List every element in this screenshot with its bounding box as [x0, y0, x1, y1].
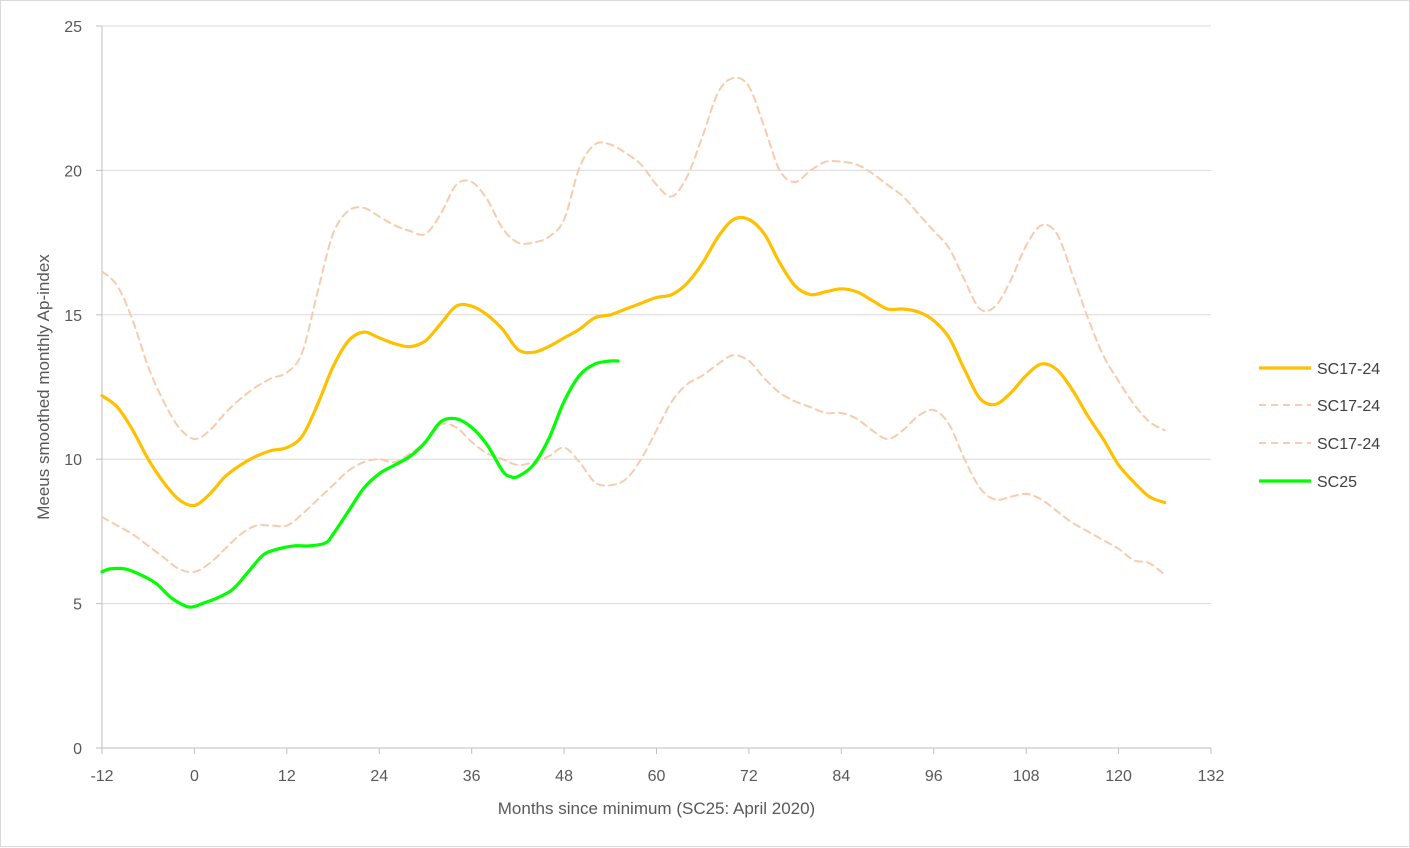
x-tick-label: 0: [190, 768, 199, 785]
x-tick-label: -12: [90, 768, 113, 785]
x-tick-label: 132: [1198, 768, 1225, 785]
y-tick-label: 25: [64, 19, 82, 36]
x-tick-label: 24: [370, 768, 388, 785]
legend-label: SC17-24: [1317, 361, 1380, 378]
axes: [96, 25, 1212, 754]
x-tick-label: 108: [1013, 768, 1040, 785]
y-tick-label: 0: [73, 741, 82, 758]
grid-lines: [102, 25, 1211, 605]
legend-label: SC17-24: [1317, 398, 1380, 415]
x-tick-label: 96: [925, 768, 943, 785]
x-tick-label: 60: [648, 768, 666, 785]
x-tick-label: 72: [740, 768, 758, 785]
series-line-sc17-24-upper: [101, 76, 1166, 441]
legend-label: SC17-24: [1317, 436, 1380, 453]
y-axis-title: Meeus smoothed monthly Ap-index: [34, 254, 53, 520]
x-tick-label: 84: [832, 768, 850, 785]
x-tick-label: 12: [278, 768, 296, 785]
series-line-sc17-24-lower: [101, 354, 1166, 576]
y-tick-label: 15: [64, 308, 82, 325]
x-tick-labels: -12 0 12 24 36 48 60 72 84 96 108 120 132: [90, 768, 1224, 785]
series-line-sc17-24-mean: [100, 215, 1167, 508]
legend: SC17-24 SC17-24 SC17-24 SC25: [1259, 361, 1380, 491]
y-tick-label: 20: [64, 163, 82, 180]
series-layer: [100, 76, 1167, 609]
legend-label: SC25: [1317, 474, 1357, 491]
x-tick-label: 120: [1105, 768, 1132, 785]
x-tick-label: 48: [555, 768, 573, 785]
y-tick-label: 5: [73, 597, 82, 614]
series-line-sc25: [100, 359, 620, 609]
x-axis-title: Months since minimum (SC25: April 2020): [498, 799, 815, 818]
y-tick-label: 10: [64, 452, 82, 469]
y-tick-labels: 0 5 10 15 20 25: [64, 19, 82, 758]
x-tick-label: 36: [463, 768, 481, 785]
